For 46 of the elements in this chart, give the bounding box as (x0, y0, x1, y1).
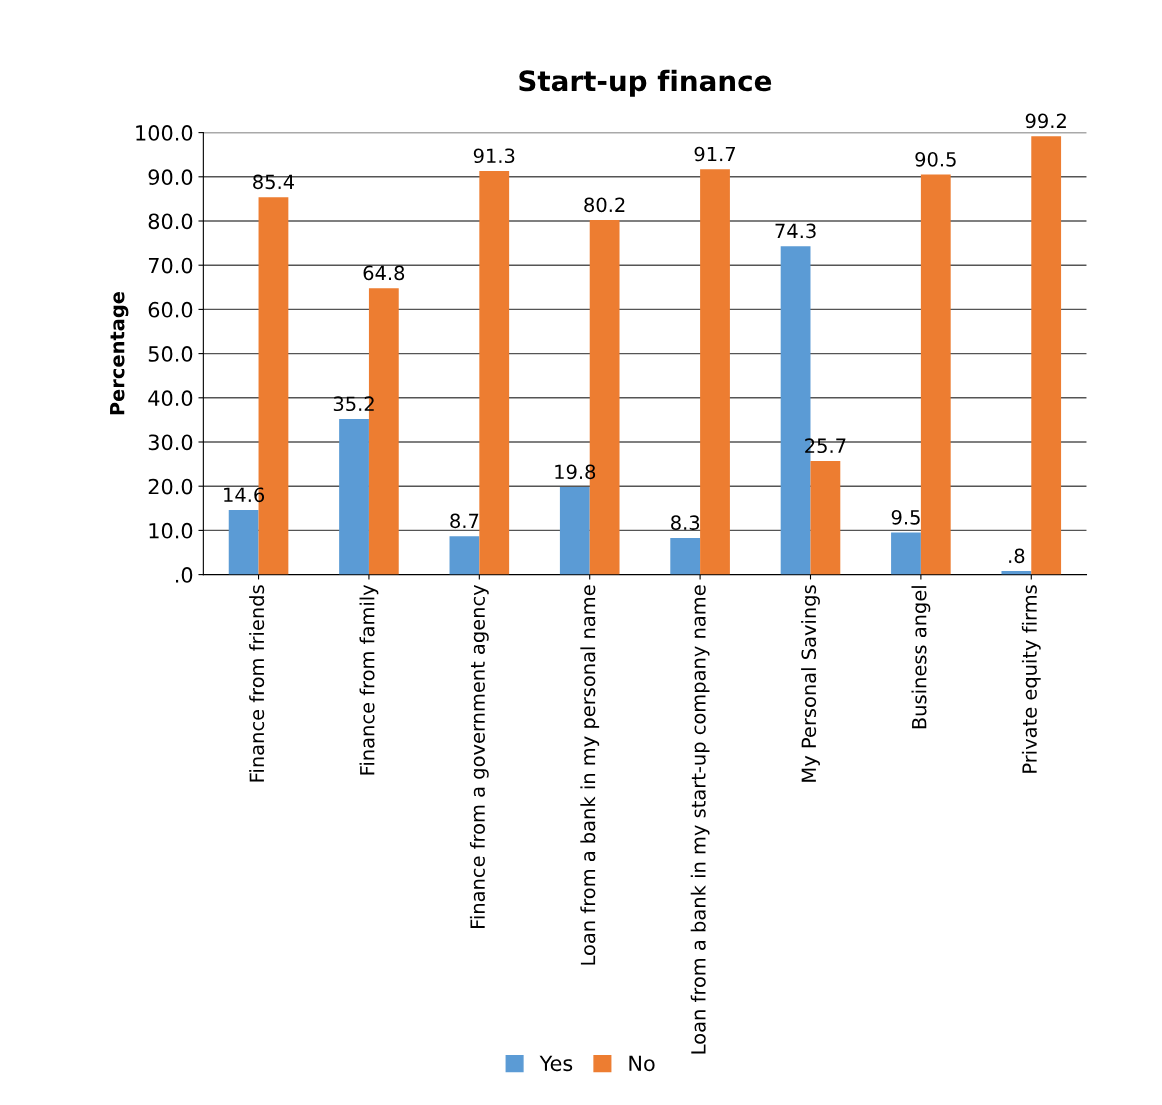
x-tick-label: Private equity firms (1021, 585, 1041, 773)
y-tick-label: 20.0 (148, 478, 193, 495)
legend-label: Yes (539, 1055, 573, 1072)
data-label: .8 (1009, 548, 1025, 564)
data-label: 90.5 (915, 151, 956, 167)
bar (449, 536, 480, 575)
y-tick-label: 50.0 (148, 346, 193, 362)
x-tick-label: Loan from a bank in my personal name (580, 585, 600, 965)
x-tick-label: Finance from a government agency (469, 584, 489, 928)
bar (339, 419, 369, 575)
x-tick-label: Business angel (911, 586, 931, 729)
bar (891, 532, 921, 575)
y-tick-label: 40.0 (148, 390, 193, 407)
bar (810, 461, 841, 575)
y-tick-label: 10.0 (149, 522, 193, 539)
data-label: 74.3 (775, 223, 816, 239)
x-tick-label: Loan from a bank in my start-up company name (690, 585, 710, 1054)
data-label: 8.7 (450, 513, 479, 529)
y-axis-title: Percentage (110, 291, 129, 415)
x-tick-label: Finance from friends (249, 585, 265, 782)
y-tick-label: 90.0 (148, 169, 193, 186)
data-label: 64.8 (363, 265, 405, 281)
x-tick-label: My Personal Savings (801, 585, 820, 782)
x-tick-label: Finance from family (359, 584, 379, 775)
legend-label: No (629, 1055, 655, 1072)
data-label: 8.3 (671, 515, 700, 530)
bar (920, 174, 951, 575)
bar (559, 487, 590, 575)
y-tick-label: 100.0 (136, 125, 193, 141)
y-tick-label: 60.0 (148, 301, 193, 318)
data-label: 91.7 (694, 146, 735, 162)
data-label: 91.3 (473, 148, 515, 164)
bar (1031, 136, 1062, 575)
data-label: 85.4 (253, 174, 294, 190)
y-tick-label: .0 (175, 567, 193, 583)
chart-title: Start-up finance (519, 69, 772, 97)
y-tick-label: 80.0 (148, 213, 193, 230)
y-tick-label: 30.0 (148, 434, 193, 451)
data-label: 9.5 (891, 509, 920, 525)
data-label: 80.2 (584, 197, 625, 213)
bar (700, 169, 730, 575)
data-label: 99.2 (1025, 113, 1066, 129)
bar (479, 171, 510, 575)
bar (670, 537, 701, 575)
bar (228, 510, 259, 575)
y-tick-label: 70.0 (148, 257, 193, 274)
